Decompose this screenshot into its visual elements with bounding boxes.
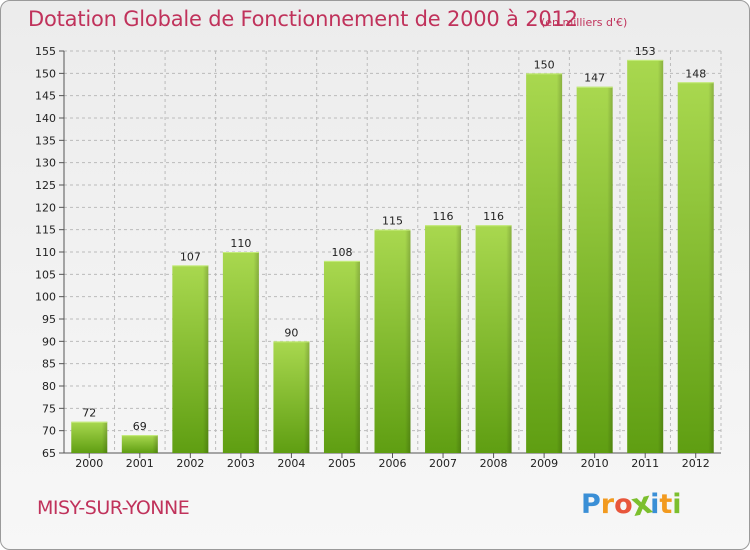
value-label: 147 xyxy=(584,72,605,85)
y-tick-label: 120 xyxy=(35,201,56,214)
logo-letter: t xyxy=(659,489,673,520)
y-tick-label: 130 xyxy=(35,157,56,170)
y-tick-label: 80 xyxy=(42,380,56,393)
x-tick-label: 2007 xyxy=(429,457,457,470)
y-tick-label: 135 xyxy=(35,134,56,147)
x-tick-label: 2004 xyxy=(277,457,305,470)
bar-shade xyxy=(71,421,108,453)
y-tick-label: 100 xyxy=(35,291,56,304)
chart-title: Dotation Globale de Fonctionnement de 20… xyxy=(28,7,578,31)
x-tick-label: 2009 xyxy=(530,457,558,470)
x-tick-label: 2001 xyxy=(126,457,154,470)
x-tick-label: 2000 xyxy=(75,457,103,470)
proxiti-logo: Proxiti xyxy=(581,485,682,524)
bar-shade xyxy=(121,435,158,453)
x-tick-label: 2008 xyxy=(480,457,508,470)
labels: 72 2000 69 2001 107 2002 110 2003 90 2004 108 2005 1… xyxy=(75,45,709,470)
logo-letter: P xyxy=(581,489,601,520)
x-tick-label: 2005 xyxy=(328,457,356,470)
value-label: 107 xyxy=(180,250,201,263)
bar-shade xyxy=(526,73,563,453)
bar-shade xyxy=(677,82,714,454)
y-tick-label: 90 xyxy=(42,335,56,348)
bar-shade xyxy=(374,229,411,453)
bars xyxy=(71,59,714,454)
y-tick-label: 155 xyxy=(35,45,56,58)
x-tick-label: 2010 xyxy=(581,457,609,470)
y-tick-label: 140 xyxy=(35,112,56,125)
value-label: 110 xyxy=(230,237,251,250)
x-tick-label: 2011 xyxy=(631,457,659,470)
y-tick-label: 115 xyxy=(35,224,56,237)
value-label: 72 xyxy=(82,407,96,420)
y-tick-label: 110 xyxy=(35,246,56,259)
y-tick-label: 65 xyxy=(42,447,56,460)
x-tick-label: 2003 xyxy=(227,457,255,470)
chart-subtitle: (en milliers d'€) xyxy=(541,16,628,29)
y-tick-label: 125 xyxy=(35,179,56,192)
bar-shade xyxy=(273,341,310,453)
bar-shade xyxy=(576,86,613,453)
y-tick-label: 105 xyxy=(35,268,56,281)
y-tick-label: 145 xyxy=(35,90,56,103)
x-tick-label: 2012 xyxy=(682,457,710,470)
value-label: 150 xyxy=(534,58,555,71)
bar-shade xyxy=(222,252,259,453)
x-tick-label: 2002 xyxy=(176,457,204,470)
bar-shade xyxy=(425,225,462,453)
bar-shade xyxy=(172,265,209,453)
y-tick-label: 70 xyxy=(42,425,56,438)
value-label: 108 xyxy=(331,246,352,259)
logo-letter: i xyxy=(650,489,660,520)
y-tick-label: 150 xyxy=(35,67,56,80)
value-label: 115 xyxy=(382,215,403,228)
y-tick-label: 75 xyxy=(42,402,56,415)
logo-letter: i xyxy=(672,489,682,520)
logo-letter: o xyxy=(614,489,633,520)
value-label: 116 xyxy=(433,210,454,223)
value-label: 148 xyxy=(685,67,706,80)
y-tick-label: 95 xyxy=(42,313,56,326)
value-label: 116 xyxy=(483,210,504,223)
commune-name: MISY-SUR-YONNE xyxy=(37,497,190,519)
value-label: 90 xyxy=(284,326,298,339)
bar-shade xyxy=(323,260,360,453)
logo-letter: r xyxy=(600,489,615,520)
value-label: 153 xyxy=(635,45,656,58)
bar-shade xyxy=(475,225,512,453)
bar-shade xyxy=(627,59,664,453)
x-tick-label: 2006 xyxy=(379,457,407,470)
y-tick-label: 85 xyxy=(42,358,56,371)
value-label: 69 xyxy=(133,420,147,433)
